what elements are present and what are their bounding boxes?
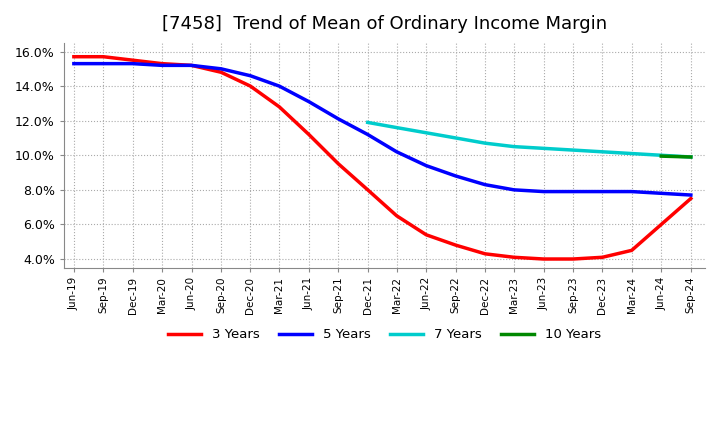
Line: 7 Years: 7 Years [368, 122, 691, 157]
Line: 5 Years: 5 Years [74, 64, 691, 195]
Line: 3 Years: 3 Years [74, 57, 691, 259]
Title: [7458]  Trend of Mean of Ordinary Income Margin: [7458] Trend of Mean of Ordinary Income … [162, 15, 607, 33]
Legend: 3 Years, 5 Years, 7 Years, 10 Years: 3 Years, 5 Years, 7 Years, 10 Years [163, 323, 606, 346]
